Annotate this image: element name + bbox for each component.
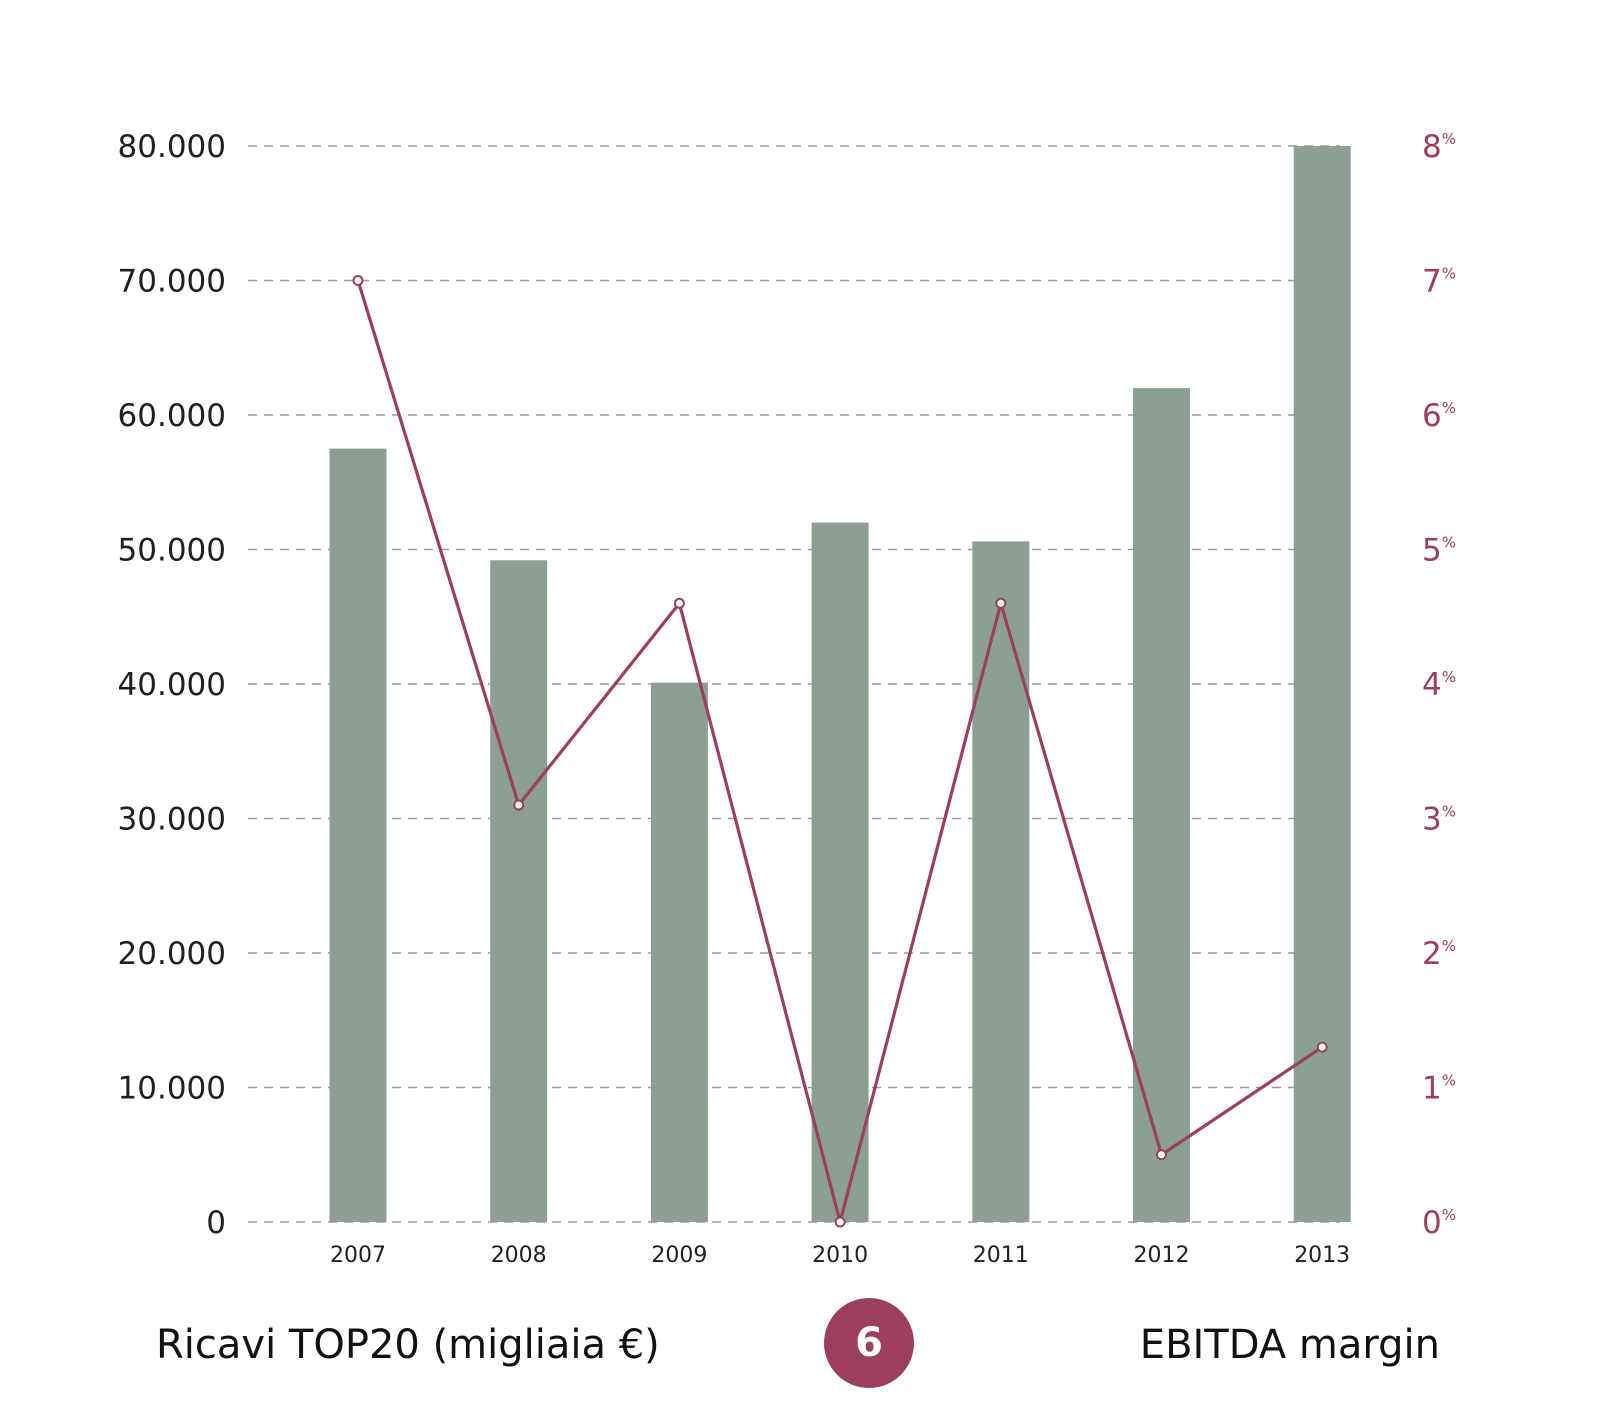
ebitda-point-2007 xyxy=(352,275,364,286)
x-tick-label: 2007 xyxy=(330,1243,386,1268)
right-tick-label: 4% xyxy=(1422,667,1456,703)
ebitda-line-layer xyxy=(352,275,1328,1229)
left-tick-label: 20.000 xyxy=(118,936,226,972)
percent-suffix: % xyxy=(1442,534,1456,552)
percent-suffix: % xyxy=(1442,668,1456,686)
ebitda-point-2013 xyxy=(1316,1041,1328,1053)
bars xyxy=(329,146,1351,1223)
right-tick-label: 1% xyxy=(1422,1071,1456,1107)
right-tick-label: 5% xyxy=(1422,533,1456,569)
bar-2010 xyxy=(811,522,869,1222)
right-tick-label: 2% xyxy=(1422,936,1456,972)
left-tick-label: 30.000 xyxy=(118,802,226,838)
left-axis-ticks: 0 10.000 20.000 30.000 40.000 50.000 60.000 70.… xyxy=(118,129,226,1241)
bar-2011 xyxy=(972,541,1030,1222)
percent-suffix: % xyxy=(1442,1072,1456,1090)
left-tick-label: 60.000 xyxy=(118,398,226,434)
left-tick-label: 10.000 xyxy=(118,1071,226,1107)
percent-suffix: % xyxy=(1442,399,1456,417)
bar-2007 xyxy=(329,448,387,1222)
left-tick-label: 0 xyxy=(206,1205,226,1241)
left-tick-label: 70.000 xyxy=(118,264,226,300)
bar-2009 xyxy=(650,682,708,1222)
left-tick-label: 80.000 xyxy=(118,129,226,165)
x-tick-label: 2009 xyxy=(651,1243,707,1268)
bar-2008 xyxy=(490,560,548,1222)
percent-suffix: % xyxy=(1442,1206,1456,1224)
grid-lines xyxy=(248,145,1340,1223)
right-tick-label: 7% xyxy=(1422,264,1456,300)
left-axis-legend-label: Ricavi TOP20 (migliaia €) xyxy=(156,1322,660,1368)
x-tick-label: 2013 xyxy=(1294,1243,1350,1268)
x-tick-label: 2011 xyxy=(973,1243,1029,1268)
percent-suffix: % xyxy=(1442,803,1456,821)
percent-suffix: % xyxy=(1442,937,1456,955)
bar-2012 xyxy=(1133,388,1190,1223)
x-tick-label: 2008 xyxy=(491,1243,547,1268)
percent-suffix: % xyxy=(1442,265,1456,283)
right-tick-label: 3% xyxy=(1422,802,1456,838)
percent-suffix: % xyxy=(1442,130,1456,148)
ebitda-point-2011 xyxy=(995,597,1007,609)
chart-number-badge: 6 xyxy=(824,1298,914,1388)
right-tick-label: 0% xyxy=(1422,1205,1456,1241)
chart-number: 6 xyxy=(855,1320,883,1366)
right-tick-label: 6% xyxy=(1422,398,1456,434)
ebitda-point-2009 xyxy=(673,597,685,609)
x-tick-label: 2010 xyxy=(812,1243,868,1268)
left-tick-label: 40.000 xyxy=(118,667,226,703)
ebitda-point-2008 xyxy=(513,799,525,811)
ebitda-point-2012 xyxy=(1156,1149,1167,1161)
ebitda-point-2010 xyxy=(834,1216,846,1228)
right-tick-label: 8% xyxy=(1422,129,1456,165)
right-axis-legend-label: EBITDA margin xyxy=(1139,1322,1440,1368)
left-tick-label: 50.000 xyxy=(118,533,226,569)
right-axis-ticks: 0% 1% 2% 3% 4% 5% 6% 7% 8% xyxy=(1422,129,1456,1241)
x-tick-label: 2012 xyxy=(1134,1243,1190,1268)
x-axis-ticks: 2007 2008 2009 2010 2011 2012 2013 xyxy=(330,1243,1350,1268)
